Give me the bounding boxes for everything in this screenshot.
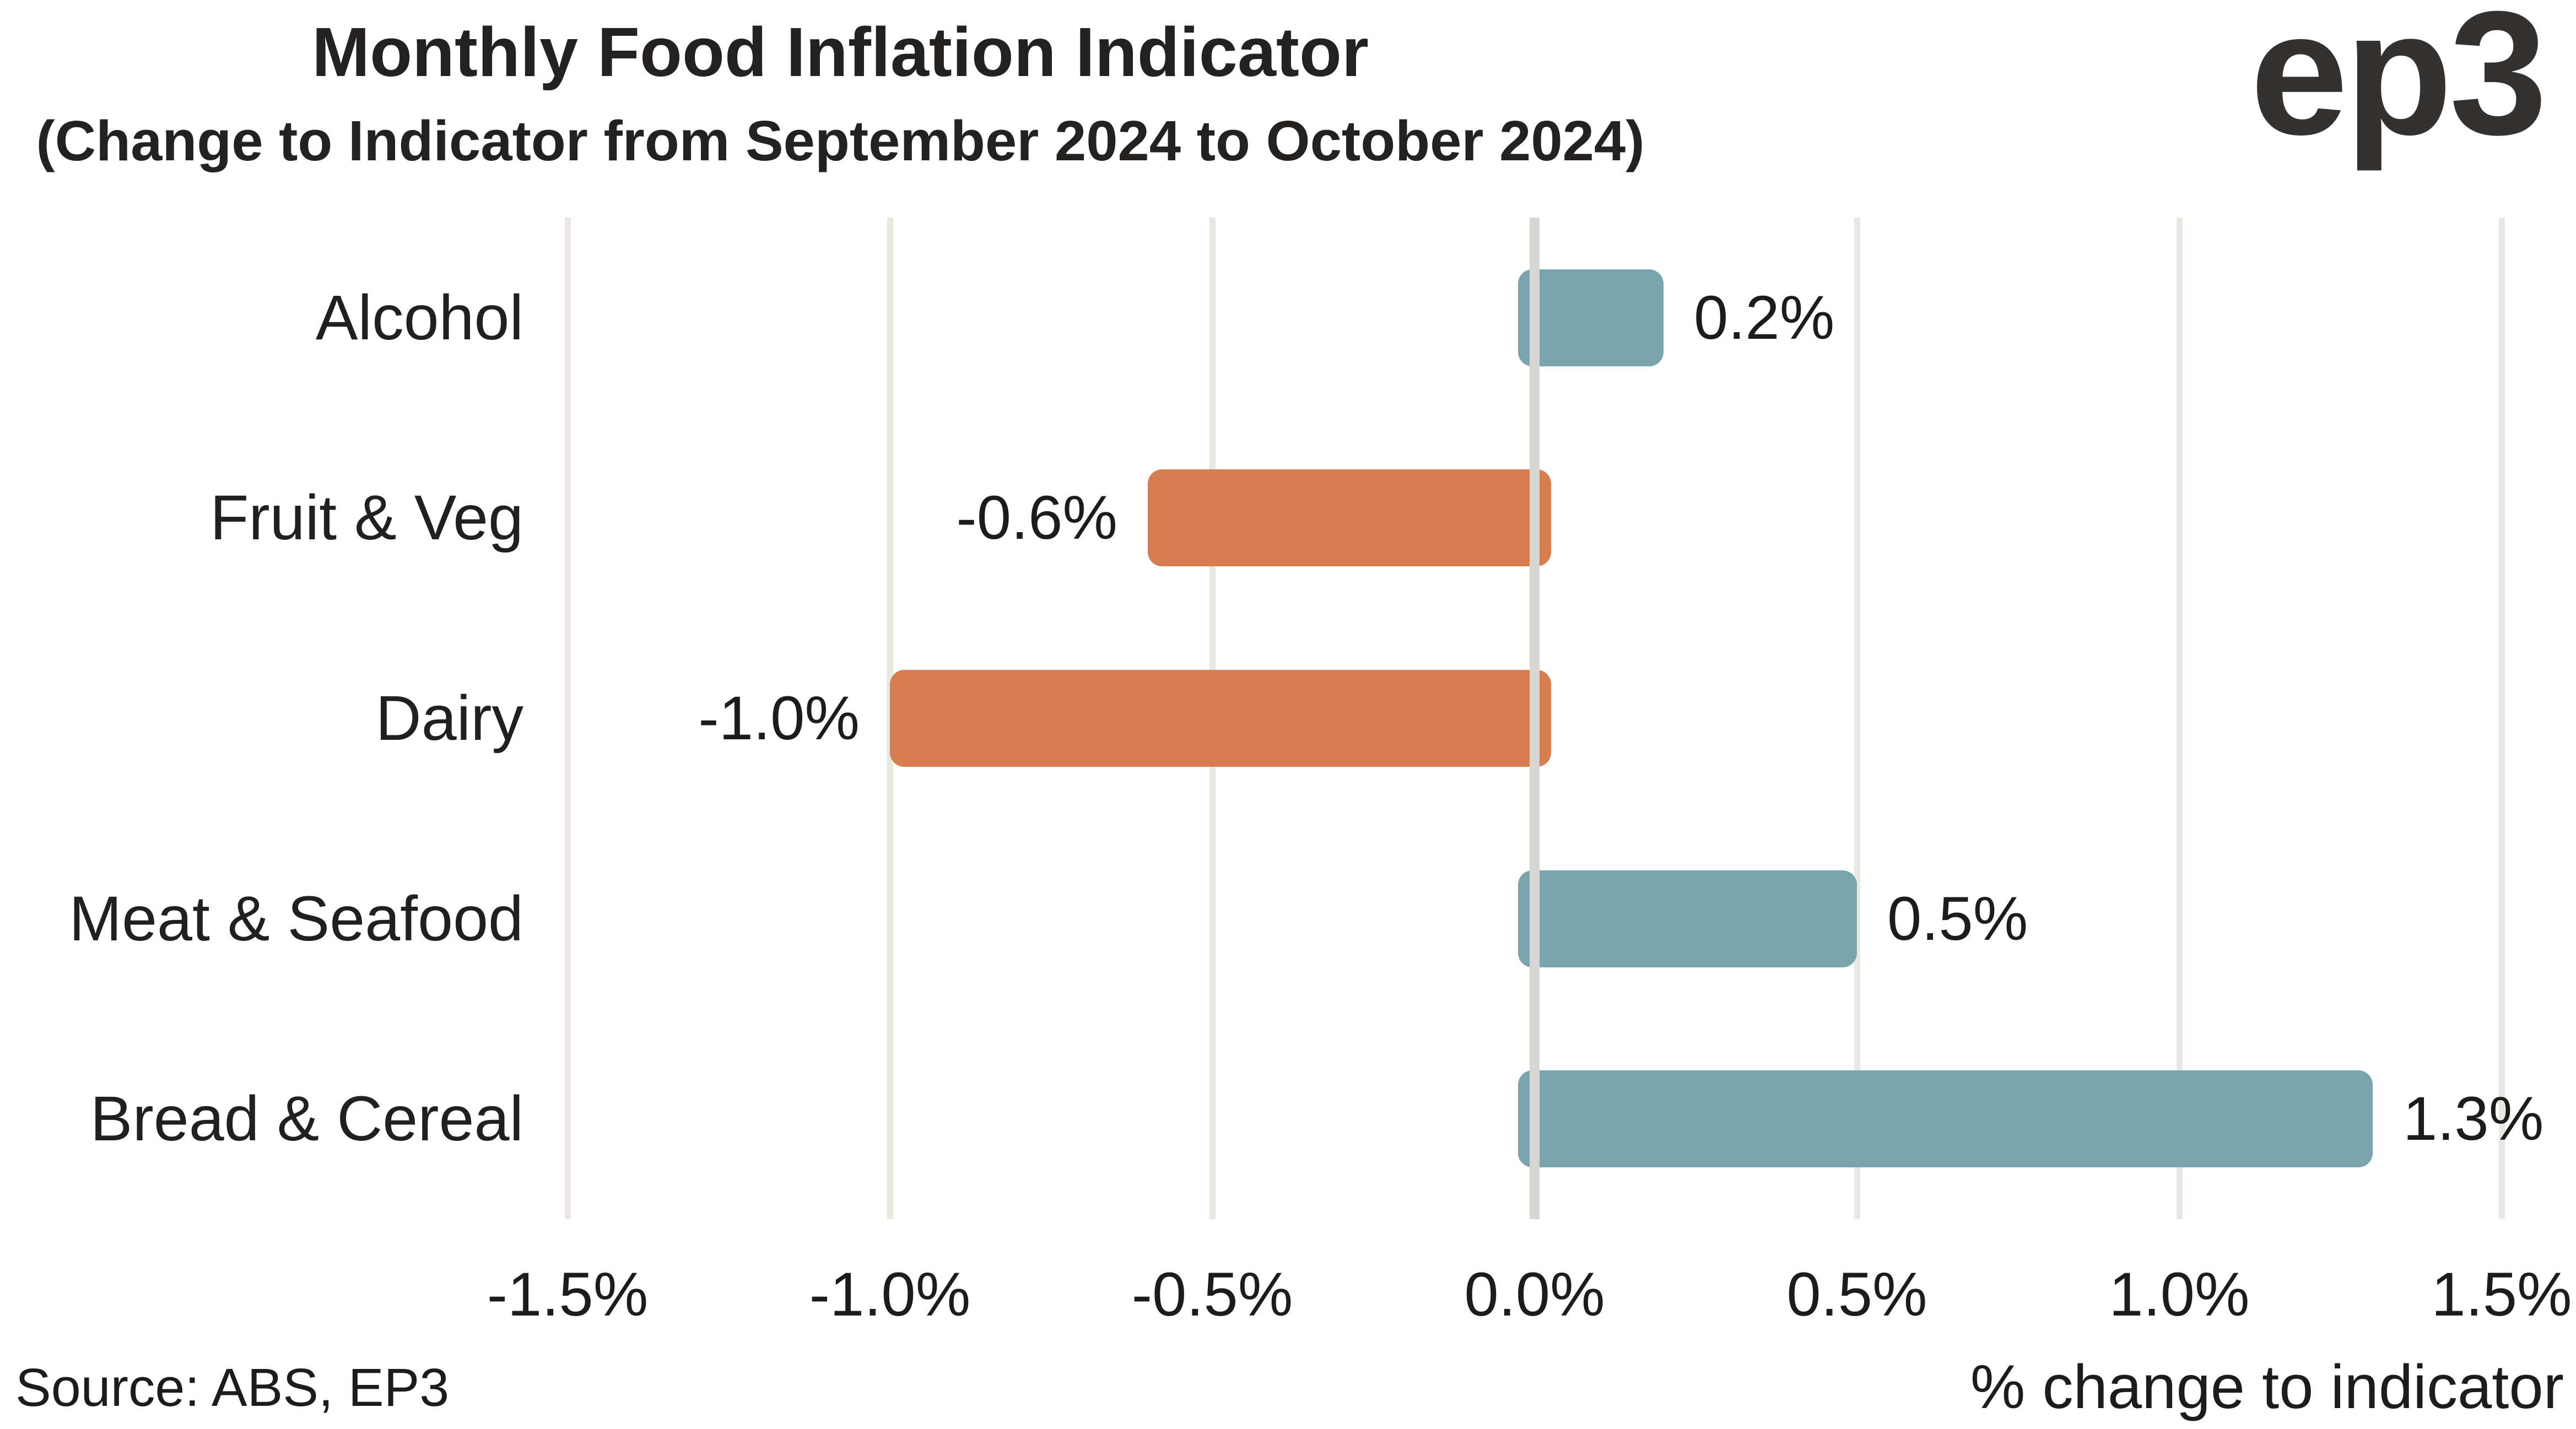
x-tick-label: -1.0% — [809, 1260, 971, 1329]
bar-dairy — [890, 670, 1551, 767]
chart-title: Monthly Food Inflation Indicator — [312, 13, 1369, 91]
category-label-fruit-veg: Fruit & Veg — [210, 483, 523, 554]
bar-value-label-bread-cereal: 1.3% — [2403, 1084, 2544, 1154]
zero-gridline — [1530, 218, 1540, 1219]
bar-value-label-meat-seafood: 0.5% — [1887, 884, 2028, 953]
category-label-dairy: Dairy — [375, 683, 523, 754]
bar-value-label-alcohol: 0.2% — [1694, 283, 1835, 352]
ep3-logo: ep3 — [2250, 0, 2547, 171]
x-tick-label: 0.0% — [1464, 1260, 1605, 1329]
bar-value-label-dairy: -1.0% — [698, 684, 860, 753]
source-note: Source: ABS, EP3 — [15, 1357, 450, 1417]
gridline — [2498, 218, 2505, 1219]
bar-alcohol — [1518, 269, 1664, 366]
x-axis-title: % change to indicator — [1970, 1352, 2564, 1421]
chart-subtitle: (Change to Indicator from September 2024… — [36, 109, 1645, 172]
category-label-meat-seafood: Meat & Seafood — [69, 883, 523, 954]
x-tick-label: 1.5% — [2431, 1260, 2572, 1329]
x-tick-label: 1.0% — [2109, 1260, 2250, 1329]
x-tick-label: -1.5% — [487, 1260, 649, 1329]
title-block: Monthly Food Inflation Indicator (Change… — [33, 13, 1648, 172]
category-label-alcohol: Alcohol — [315, 282, 523, 353]
category-label-bread-cereal: Bread & Cereal — [90, 1084, 523, 1155]
gridline — [564, 218, 571, 1219]
bar-bread-cereal — [1518, 1070, 2373, 1168]
bar-fruit-veg — [1148, 469, 1551, 567]
gridline — [1854, 218, 1860, 1219]
x-tick-label: 0.5% — [1786, 1260, 1927, 1329]
bar-value-label-fruit-veg: -0.6% — [956, 483, 1117, 553]
bar-meat-seafood — [1518, 870, 1857, 967]
gridline — [2176, 218, 2183, 1219]
x-tick-label: -0.5% — [1131, 1260, 1293, 1329]
